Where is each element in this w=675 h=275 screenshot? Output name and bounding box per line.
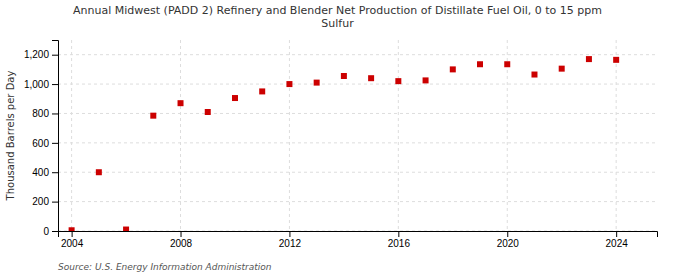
tick-mark (52, 231, 58, 232)
point (477, 61, 483, 67)
point (314, 80, 320, 86)
grid-line-y (58, 172, 657, 173)
tick-mark (616, 231, 617, 237)
grid-line-y (58, 54, 657, 55)
tick-mark (52, 84, 58, 85)
tick-mark (181, 231, 182, 237)
tick-label: 200 (32, 196, 49, 207)
tick: 2004 (61, 231, 84, 249)
point (123, 227, 129, 231)
tick-label: 2020 (497, 238, 520, 249)
point (96, 169, 102, 175)
tick-mark (52, 202, 58, 203)
tick-label: 400 (32, 167, 49, 178)
point (69, 227, 75, 231)
title: Annual Midwest (PADD 2) Refinery and Ble… (73, 4, 602, 30)
point (395, 78, 401, 84)
tick-label: 600 (32, 138, 49, 149)
tick: 600 (32, 138, 58, 149)
tick-mark (52, 143, 58, 144)
tick: 800 (32, 108, 58, 119)
grid-line-x (289, 40, 290, 231)
point (531, 72, 537, 78)
point (232, 95, 238, 101)
tick-mark (72, 231, 73, 237)
point (450, 66, 456, 72)
grid-line-x (398, 40, 399, 231)
axis-line (59, 232, 658, 238)
point (504, 61, 510, 67)
point (178, 100, 184, 106)
tick: 1,200 (24, 49, 58, 60)
tick-mark (507, 231, 508, 237)
tick-label: 1,200 (24, 49, 49, 60)
y-axis: 0 200 400 600 800 1,000 1,200 (24, 41, 59, 237)
tick-mark (52, 172, 58, 173)
grid (58, 40, 657, 231)
point (423, 77, 429, 83)
plot: 2004 2008 2012 2016 2020 2024 0 200 400 600 800 1,0… (24, 40, 658, 249)
points (69, 56, 620, 231)
tick-mark (52, 55, 58, 56)
grid-line-y (58, 84, 657, 85)
tick: 400 (32, 167, 58, 178)
chart: 2004 2008 2012 2016 2020 2024 0 200 400 600 800 1,0… (0, 0, 675, 275)
x-axis: 2004 2008 2012 2016 2020 2024 (59, 231, 658, 249)
y-axis-title: Thousand Barrels per Day (5, 71, 16, 202)
point (586, 56, 592, 62)
source: Source: U.S. Energy Information Administ… (58, 262, 272, 272)
tick-mark (52, 113, 58, 114)
tick-label: 2008 (170, 238, 193, 249)
tick-label: 800 (32, 108, 49, 119)
point (259, 88, 265, 94)
tick: 200 (32, 196, 58, 207)
tick: 1,000 (24, 79, 58, 90)
point (205, 109, 211, 115)
grid-line-x (507, 40, 508, 231)
grid-line-x (616, 40, 617, 231)
point (368, 75, 374, 81)
grid-line-y (58, 201, 657, 202)
grid-line-x (71, 40, 72, 231)
grid-line-y (58, 113, 657, 114)
axis-line (52, 41, 59, 232)
tick-label: 0 (43, 226, 49, 237)
tick: 0 (43, 226, 58, 237)
grid-line-x (180, 40, 181, 231)
tick-label: 2024 (606, 238, 629, 249)
point (150, 113, 156, 119)
point (341, 73, 347, 79)
tick: 2020 (497, 231, 520, 249)
tick: 2012 (279, 231, 302, 249)
point (613, 57, 619, 63)
tick-label: 2012 (279, 238, 302, 249)
tick-mark (289, 231, 290, 237)
point (286, 81, 292, 87)
tick: 2016 (388, 231, 411, 249)
grid-line-y (58, 142, 657, 143)
tick-mark (398, 231, 399, 237)
tick-label: 2004 (61, 238, 84, 249)
point (559, 66, 565, 72)
tick: 2008 (170, 231, 193, 249)
tick-label: 1,000 (24, 79, 49, 90)
tick-label: 2016 (388, 238, 411, 249)
tick: 2024 (606, 231, 629, 249)
